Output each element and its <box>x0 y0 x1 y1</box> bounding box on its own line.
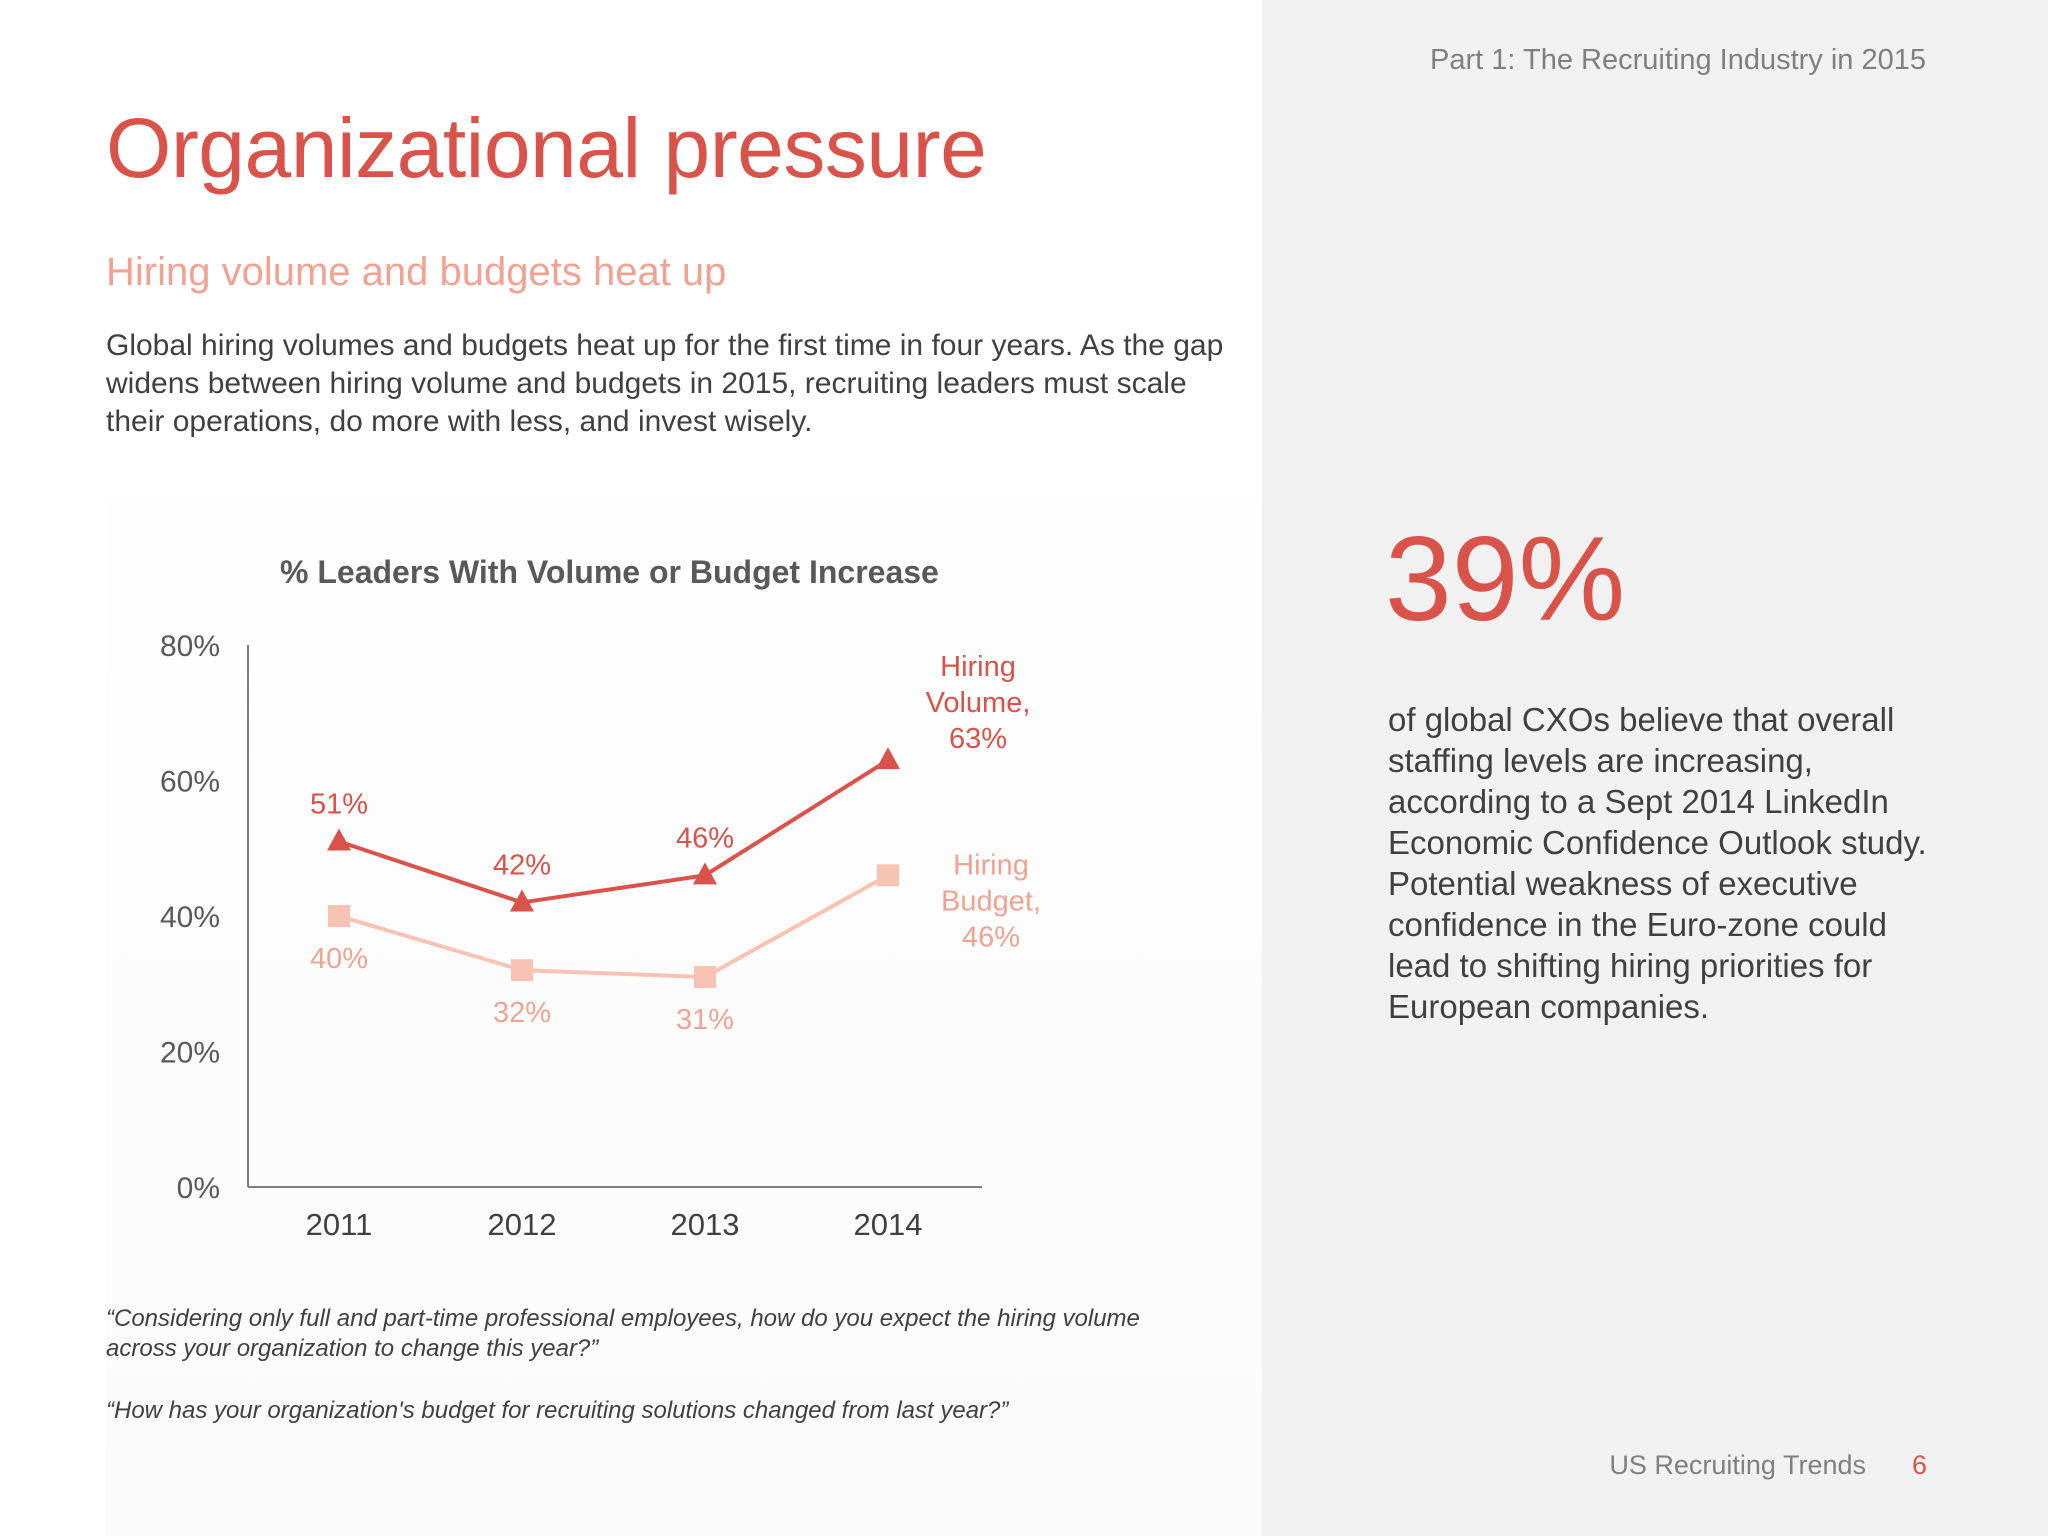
x-tick-label: 2013 <box>671 1207 740 1242</box>
series-name-label: Volume, <box>926 687 1031 719</box>
sidebar-panel <box>1262 0 2048 1536</box>
data-point <box>694 965 716 988</box>
x-tick-label: 2011 <box>306 1207 373 1242</box>
footer-label: US Recruiting Trends <box>1609 1450 1866 1480</box>
data-point <box>510 889 534 912</box>
data-label: 40% <box>310 943 368 975</box>
data-label: 46% <box>676 822 734 854</box>
data-point <box>327 828 351 851</box>
y-tick-label: 0% <box>177 1172 220 1205</box>
chart-title: % Leaders With Volume or Budget Increase <box>280 554 939 590</box>
data-label: 31% <box>676 1004 734 1036</box>
page-number: 6 <box>1911 1450 1927 1480</box>
chart-background <box>106 500 1262 1536</box>
stat-value: 39% <box>1385 512 1626 646</box>
data-point <box>693 862 717 885</box>
series-line <box>338 758 890 905</box>
x-tick-label: 2012 <box>488 1207 557 1242</box>
series-name-label: Hiring <box>953 849 1029 881</box>
y-tick-label: 20% <box>160 1037 220 1070</box>
series-name-label: Budget, <box>941 885 1041 917</box>
data-label: 42% <box>493 849 551 881</box>
intro-paragraph: Global hiring volumes and budgets heat u… <box>106 329 1224 438</box>
series-name-label: 63% <box>949 723 1007 755</box>
data-point <box>328 905 350 927</box>
page-title: Organizational pressure <box>106 101 987 195</box>
section-label: Part 1: The Recruiting Industry in 2015 <box>1430 44 1926 76</box>
survey-question-budget: “How has your organization's budget for … <box>106 1397 1009 1424</box>
page-subtitle: Hiring volume and budgets heat up <box>106 250 727 294</box>
data-point <box>511 959 533 982</box>
y-tick-label: 80% <box>160 630 220 663</box>
series-name-label: Hiring <box>940 651 1016 683</box>
x-tick-label: 2014 <box>854 1207 923 1242</box>
y-tick-label: 40% <box>160 901 220 934</box>
data-label: 51% <box>310 788 368 820</box>
series-line <box>338 873 889 979</box>
y-tick-label: 60% <box>160 766 220 799</box>
survey-question-volume: “Considering only full and part-time pro… <box>106 1305 1140 1362</box>
data-point <box>877 864 899 887</box>
series-name-label: 46% <box>962 921 1020 953</box>
data-label: 32% <box>493 997 551 1029</box>
stat-description: of global CXOs believe that overall staf… <box>1388 701 1927 1025</box>
data-point <box>876 747 900 770</box>
